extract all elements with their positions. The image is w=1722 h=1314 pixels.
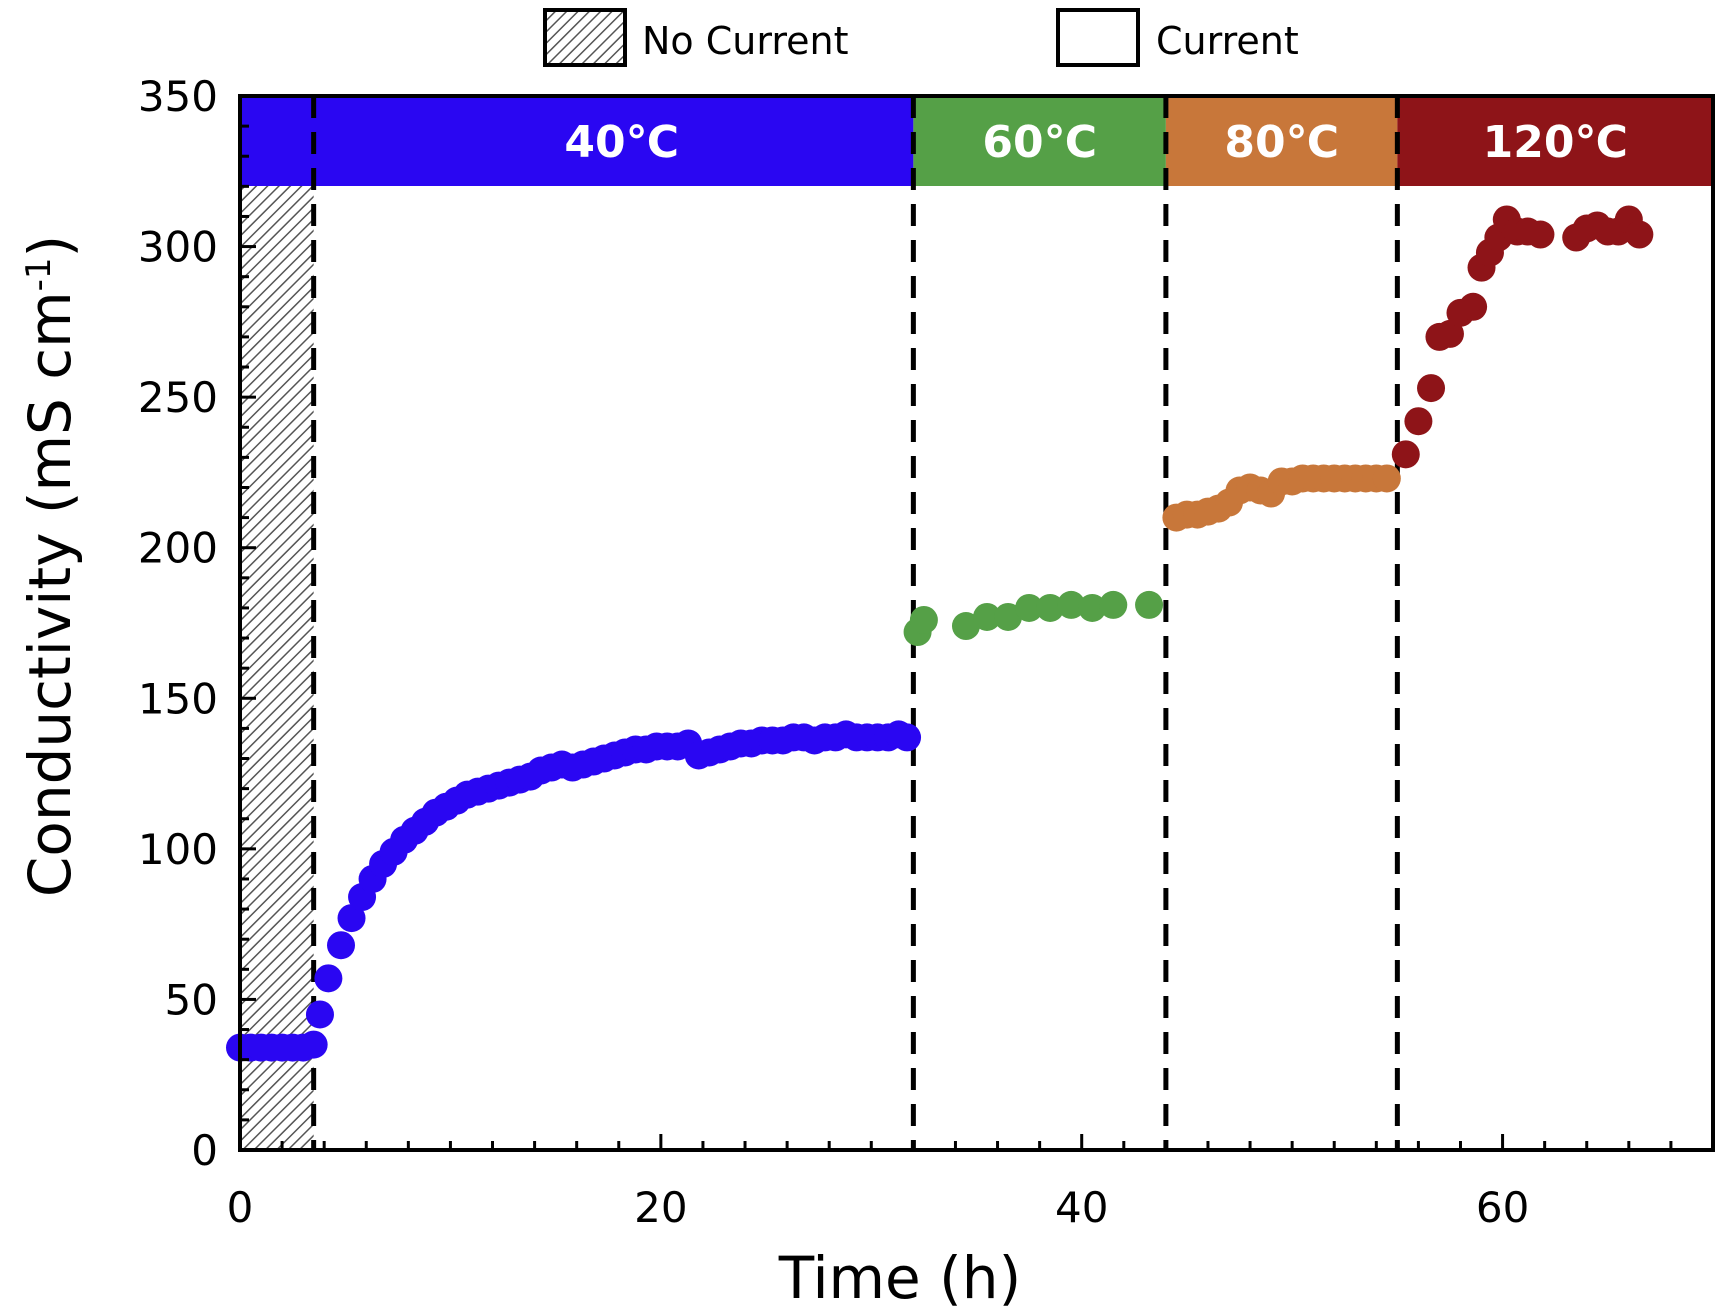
data-point: [337, 904, 366, 933]
x-tick-label: 0: [227, 1183, 254, 1232]
y-tick-label: 300: [138, 223, 218, 272]
x-tick-label: 60: [1476, 1183, 1529, 1232]
no-current-region: [240, 186, 314, 1150]
data-point: [327, 931, 356, 960]
x-tick-label: 40: [1055, 1183, 1108, 1232]
y-axis-title-close: ): [16, 235, 84, 258]
y-tick-label: 350: [138, 72, 218, 121]
legend-label-no-current: No Current: [642, 19, 848, 63]
data-point: [951, 612, 980, 641]
data-point: [1391, 440, 1420, 469]
y-tick-label: 150: [138, 674, 218, 723]
data-point: [1526, 220, 1555, 249]
y-tick-label: 100: [138, 825, 218, 874]
band-label-120c: 120℃: [1483, 117, 1628, 168]
x-tick-label: 20: [634, 1183, 687, 1232]
data-point: [973, 602, 1002, 631]
legend: No Current Current: [543, 8, 1299, 67]
band-120c: [1397, 96, 1713, 186]
y-tick-labels: 0 50 100 150 200 250 300 350: [138, 72, 218, 1175]
data-point: [994, 602, 1023, 631]
data-point: [1435, 319, 1464, 348]
x-axis-title: Time (h): [778, 1244, 1021, 1312]
y-axis-title-main: Conductivity (mS cm: [16, 291, 84, 897]
axis-ticks: [238, 94, 1715, 1152]
y-tick-label: 50: [165, 975, 218, 1024]
y-axis-title: Conductivity (mS cm-1): [16, 235, 84, 897]
data-point: [299, 1030, 328, 1059]
y-tick-label: 200: [138, 524, 218, 573]
data-point: [893, 723, 922, 752]
x-tick-labels: 0 20 40 60: [227, 1183, 1530, 1232]
legend-swatch-no-current: [543, 8, 627, 67]
legend-swatch-current: [1056, 8, 1140, 67]
data-point: [305, 1000, 334, 1029]
band-40c: [240, 96, 914, 186]
band-label-60c: 60℃: [982, 117, 1097, 168]
data-point: [1372, 464, 1401, 493]
y-tick-label: 0: [191, 1126, 218, 1175]
data-point: [1459, 292, 1488, 321]
temperature-bands: 40℃ 60℃ 80℃ 120℃: [240, 96, 1713, 186]
y-axis-title-sup: -1: [19, 257, 59, 291]
data-point: [1036, 593, 1065, 622]
legend-label-current: Current: [1156, 19, 1299, 63]
data-point: [1135, 590, 1164, 619]
data-point: [1404, 407, 1433, 436]
band-60c: [913, 96, 1166, 186]
data-point: [1417, 374, 1446, 403]
data-point: [1078, 593, 1107, 622]
band-label-40c: 40℃: [564, 117, 679, 168]
y-tick-label: 250: [138, 373, 218, 422]
data-point: [1099, 590, 1128, 619]
data-point: [1625, 220, 1654, 249]
plot-frame: [238, 94, 1715, 1152]
data-point: [1015, 593, 1044, 622]
band-label-80c: 80℃: [1224, 117, 1339, 168]
data-points: [226, 205, 1654, 1062]
band-80c: [1165, 96, 1398, 186]
data-point: [909, 605, 938, 634]
phase-dividers: [311, 96, 1400, 1150]
data-point: [314, 964, 343, 993]
data-point: [1057, 590, 1086, 619]
